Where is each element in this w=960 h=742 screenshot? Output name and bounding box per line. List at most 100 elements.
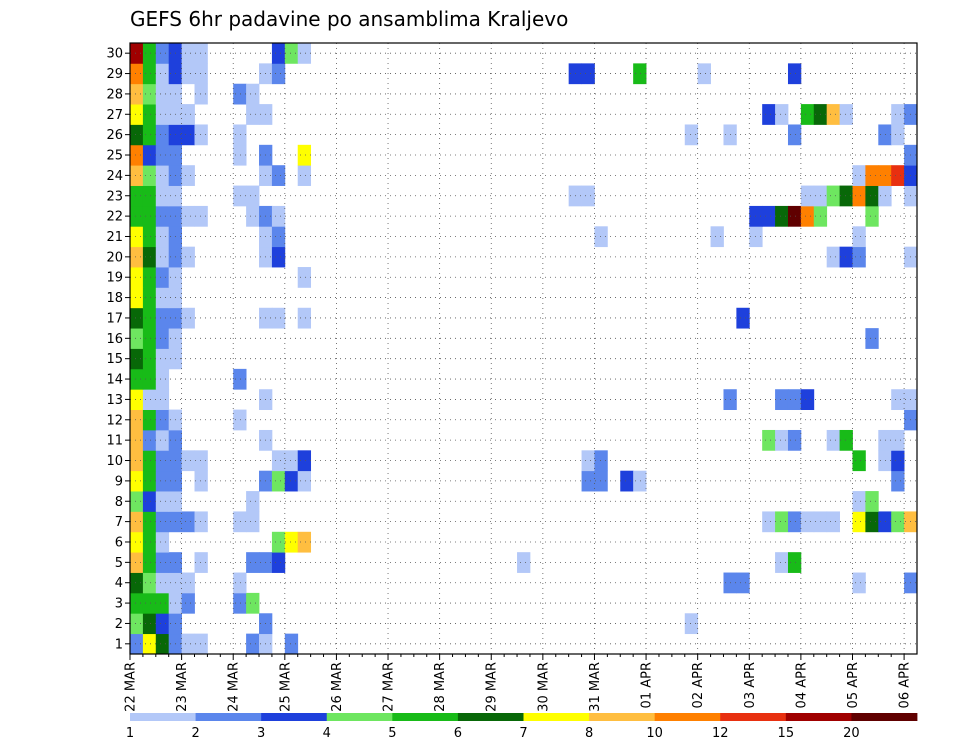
heatmap-cell: [775, 552, 789, 573]
plot-frame: [129, 42, 918, 655]
heatmap-cell: [594, 450, 608, 472]
y-tick-label: 14: [106, 373, 123, 388]
heatmap-cell: [762, 429, 776, 451]
x-tick-label: 26 MAR: [330, 662, 345, 712]
heatmap-cell: [130, 43, 144, 64]
x-tick-label: 04 APR: [794, 662, 809, 708]
colorbar-swatch: [654, 713, 721, 721]
heatmap-cell: [155, 592, 170, 614]
heatmap-cell: [865, 165, 879, 186]
heatmap-cell: [233, 144, 247, 166]
x-tick-label: 30 MAR: [536, 662, 551, 712]
heatmap-cell: [142, 287, 157, 309]
heatmap-cell: [787, 389, 802, 410]
heatmap-cell: [271, 450, 286, 472]
colorbar-swatch: [130, 713, 196, 721]
heatmap-cell: [297, 450, 312, 472]
y-tick-label: 18: [106, 291, 123, 306]
heatmap-cell: [581, 63, 595, 85]
heatmap-cell: [284, 450, 299, 472]
heatmap-cell: [142, 592, 157, 614]
colorbar-swatch: [195, 713, 262, 721]
heatmap-cell: [246, 511, 260, 533]
heatmap-cell: [155, 613, 170, 635]
heatmap-cell: [800, 185, 815, 207]
heatmap-cell: [130, 104, 144, 125]
heatmap-cell: [130, 287, 144, 309]
heatmap-cell: [852, 246, 866, 268]
heatmap-cell: [155, 409, 170, 431]
heatmap-cell: [233, 368, 247, 390]
heatmap-cell: [155, 328, 170, 349]
heatmap-cell: [633, 63, 647, 85]
heatmap-cell: [142, 124, 157, 146]
heatmap-cell: [246, 491, 260, 512]
heatmap-cell: [130, 307, 144, 329]
heatmap-cell: [775, 389, 789, 410]
heatmap-cell: [142, 470, 157, 492]
heatmap-cell: [142, 368, 157, 390]
heatmap-cell: [142, 348, 157, 370]
x-tick-label: 03 APR: [743, 662, 758, 708]
colorbar-label: 2: [191, 726, 199, 741]
y-tick-label: 10: [106, 454, 123, 469]
heatmap-cell: [194, 205, 208, 227]
heatmap-cell: [130, 63, 144, 85]
heatmap-cell: [142, 63, 157, 85]
heatmap-cell: [826, 511, 840, 533]
heatmap-cell: [297, 43, 312, 64]
heatmap-cell: [233, 511, 247, 533]
heatmap-cell: [271, 226, 286, 248]
heatmap-cell: [839, 429, 853, 451]
heatmap-cell: [633, 470, 647, 492]
heatmap-cell: [130, 165, 144, 186]
heatmap-cell: [891, 511, 905, 533]
heatmap-cell: [181, 205, 195, 227]
colorbar-swatch: [261, 713, 328, 721]
heatmap-cell: [246, 592, 260, 614]
heatmap-cell: [142, 450, 157, 472]
heatmap-cell: [839, 104, 853, 125]
heatmap-cell: [878, 165, 892, 186]
heatmap-cell: [142, 389, 157, 410]
heatmap-cell: [878, 185, 892, 207]
heatmap-cell: [181, 124, 195, 146]
heatmap-cell: [155, 144, 170, 166]
colorbar-label: 5: [388, 726, 396, 741]
heatmap-cell: [194, 552, 208, 573]
heatmap-cell: [142, 409, 157, 431]
heatmap-cell: [271, 165, 286, 186]
heatmap-cell: [142, 531, 157, 553]
heatmap-cell: [246, 104, 260, 125]
heatmap-cell: [284, 43, 299, 64]
heatmap-cell: [775, 511, 789, 533]
heatmap-cell: [130, 592, 144, 614]
heatmap-cell: [181, 104, 195, 125]
colorbar-swatch: [523, 713, 590, 721]
heatmap-cell: [775, 205, 789, 227]
heatmap-cell: [155, 450, 170, 472]
heatmap-cell: [246, 552, 260, 573]
y-tick-label: 16: [106, 332, 123, 347]
colorbar-label: 20: [843, 726, 860, 741]
heatmap-cell: [155, 633, 170, 655]
colorbar-label: 15: [778, 726, 795, 741]
colorbar-swatch: [392, 713, 459, 721]
heatmap-cell: [762, 511, 776, 533]
y-tick-label: 24: [106, 169, 123, 184]
colorbar-label: 4: [323, 726, 331, 741]
heatmap-cell: [878, 450, 892, 472]
heatmap-cell: [142, 511, 157, 533]
heatmap-cell: [130, 246, 144, 268]
heatmap-cell: [246, 205, 260, 227]
heatmap-cell: [233, 124, 247, 146]
heatmap-cell: [142, 307, 157, 329]
heatmap-cell: [181, 307, 195, 329]
heatmap-cell: [181, 511, 195, 533]
heatmap-cell: [130, 572, 144, 594]
heatmap-cell: [142, 43, 157, 64]
heatmap-cell: [130, 368, 144, 390]
colorbar-swatch: [851, 713, 918, 721]
y-tick-label: 11: [106, 434, 123, 449]
